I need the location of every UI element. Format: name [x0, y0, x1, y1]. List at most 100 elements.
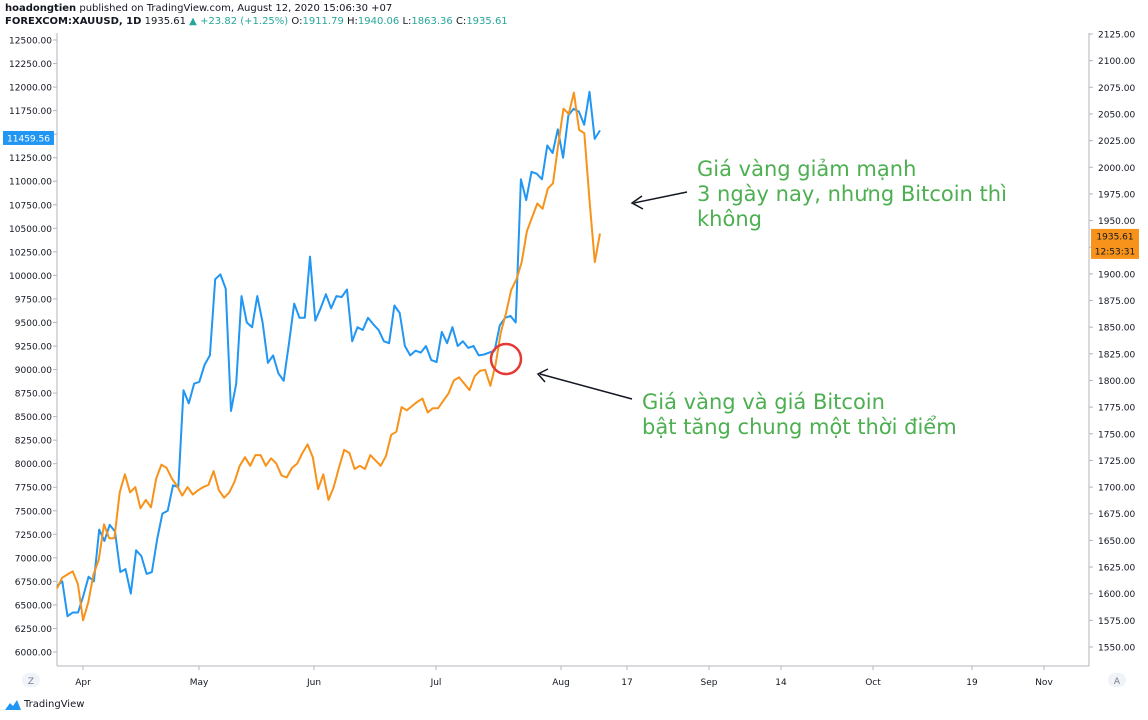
annotation-text: 3 ngày nay, nhưng Bitcoin thì — [697, 182, 1007, 206]
left-tick-label: 11250.00 — [9, 154, 52, 164]
left-scale-button[interactable]: Z — [22, 673, 40, 687]
right-tick-label: 2000.00 — [1098, 164, 1135, 174]
annotation-text: không — [697, 207, 762, 231]
x-tick-label: Nov — [1035, 678, 1053, 688]
annotation-text: Giá vàng và giá Bitcoin — [642, 390, 885, 414]
last-price-tag — [1091, 228, 1139, 259]
left-tick-label: 10750.00 — [9, 201, 52, 211]
last-price: 1935.61 — [144, 16, 186, 27]
open-label: O: — [291, 16, 303, 27]
last-price-tag — [3, 130, 54, 145]
x-tick-label: 19 — [966, 678, 978, 688]
x-tick-label: Jul — [430, 678, 442, 688]
high-value: 1940.06 — [357, 16, 400, 27]
left-tick-label: 10000.00 — [9, 272, 52, 282]
x-tick-label: Aug — [552, 678, 570, 688]
annotation-top: Giá vàng giảm mạnh 3 ngày nay, nhưng Bit… — [697, 157, 1007, 231]
right-tick-label: 2125.00 — [1098, 31, 1135, 41]
right-tick-label: 1975.00 — [1098, 190, 1135, 200]
author-name[interactable]: hoadongtien — [5, 3, 77, 14]
highlight-circle — [489, 342, 523, 376]
right-tick-label: 1875.00 — [1098, 297, 1135, 307]
x-tick-label: Apr — [75, 678, 91, 688]
left-tick-label: 8500.00 — [15, 413, 52, 423]
right-tick-label: 1725.00 — [1098, 457, 1135, 467]
left-scale-label: Z — [28, 677, 34, 687]
arrow-icon — [630, 191, 688, 210]
price-change: +23.82 (+1.25%) — [200, 16, 289, 27]
left-tick-label: 11750.00 — [9, 107, 52, 117]
price-labels: 11459.56 1935.61 12:53:31 — [3, 130, 1139, 259]
right-tick-label: 2050.00 — [1098, 110, 1135, 120]
close-label: C: — [455, 16, 467, 27]
left-tick-label: 10500.00 — [9, 225, 52, 235]
left-tick-label: 11000.00 — [9, 178, 52, 188]
footer: TradingView — [5, 699, 84, 710]
left-tick-label: 12250.00 — [9, 60, 52, 70]
open-value: 1911.79 — [302, 16, 344, 27]
auto-scale-label: A — [1114, 677, 1121, 687]
footer-brand[interactable]: TradingView — [24, 699, 85, 710]
right-tick-label: 1675.00 — [1098, 510, 1135, 520]
symbol-name[interactable]: FOREXCOM:XAUUSD, 1D — [5, 16, 142, 27]
annotation-bottom: Giá vàng và giá Bitcoin bật tăng chung m… — [642, 390, 957, 439]
left-tick-label: 9500.00 — [15, 319, 52, 329]
right-tick-label: 2075.00 — [1098, 84, 1135, 94]
low-value: 1863.36 — [411, 16, 453, 27]
time-axis[interactable]: Apr May Jun Jul Aug 17 Sep 14 Oct 19 Nov — [75, 666, 1053, 688]
arrow-icon — [536, 368, 633, 400]
left-tick-label: 7750.00 — [15, 484, 52, 494]
annotation-text: bật tăng chung một thời điểm — [642, 415, 957, 439]
right-tick-label: 1550.00 — [1098, 644, 1135, 654]
low-label: L: — [402, 16, 412, 27]
left-tick-label: 7500.00 — [15, 507, 52, 517]
annotation-text: Giá vàng giảm mạnh — [697, 157, 916, 181]
left-tick-label: 8750.00 — [15, 390, 52, 400]
left-tick-label: 10250.00 — [9, 248, 52, 258]
right-tick-label: 1900.00 — [1098, 270, 1135, 280]
right-tick-label: 2025.00 — [1098, 137, 1135, 147]
left-tick-label: 8000.00 — [15, 460, 52, 470]
x-tick-label: 17 — [621, 678, 632, 688]
countdown-label: 12:53:31 — [1095, 247, 1135, 257]
left-tick-label: 9250.00 — [15, 343, 52, 353]
left-tick-label: 8250.00 — [15, 437, 52, 447]
right-tick-label: 1750.00 — [1098, 430, 1135, 440]
left-tick-label: 9000.00 — [15, 366, 52, 376]
publish-text: published on TradingView.com, August 12,… — [79, 3, 393, 14]
right-price-axis[interactable]: 2125.00 2100.00 2075.00 2050.00 2025.00 2000.… — [1089, 31, 1135, 654]
series-lines — [56, 90, 601, 622]
x-tick-label: 14 — [775, 678, 787, 688]
left-tick-label: 9750.00 — [15, 295, 52, 305]
publish-info: hoadongtien published on TradingView.com… — [5, 2, 392, 15]
right-tick-label: 1775.00 — [1098, 404, 1135, 414]
plot-area[interactable] — [57, 33, 1089, 666]
right-tick-label: 1800.00 — [1098, 377, 1135, 387]
right-tick-label: 1950.00 — [1098, 217, 1135, 227]
right-tick-label: 1850.00 — [1098, 324, 1135, 334]
auto-scale-button[interactable]: A — [1108, 673, 1126, 687]
left-tick-label: 12500.00 — [9, 37, 52, 47]
tradingview-logo-icon — [5, 699, 21, 710]
high-label: H: — [347, 16, 358, 27]
close-value: 1935.61 — [466, 16, 508, 27]
left-tick-label: 6750.00 — [15, 578, 52, 588]
right-tick-label: 1600.00 — [1098, 590, 1135, 600]
up-triangle-icon: ▲ — [189, 16, 197, 27]
left-tick-label: 12000.00 — [9, 84, 52, 94]
gold-series-line — [56, 91, 601, 622]
x-tick-label: May — [190, 678, 209, 688]
right-tick-label: 2100.00 — [1098, 57, 1135, 67]
right-tick-label: 1825.00 — [1098, 350, 1135, 360]
left-tick-label: 7250.00 — [15, 531, 52, 541]
left-price-axis[interactable]: 12500.0012250.0012000.0011750.0011500.00… — [9, 37, 57, 659]
last-price-tag-label: 1935.61 — [1096, 232, 1133, 242]
left-tick-label: 7000.00 — [15, 554, 52, 564]
last-price-tag-label: 11459.56 — [7, 134, 50, 144]
right-tick-label: 1575.00 — [1098, 617, 1135, 627]
left-tick-label: 6250.00 — [15, 625, 52, 635]
left-tick-label: 6000.00 — [15, 649, 52, 659]
x-tick-label: Sep — [701, 678, 718, 688]
bitcoin-series-line — [56, 90, 601, 618]
